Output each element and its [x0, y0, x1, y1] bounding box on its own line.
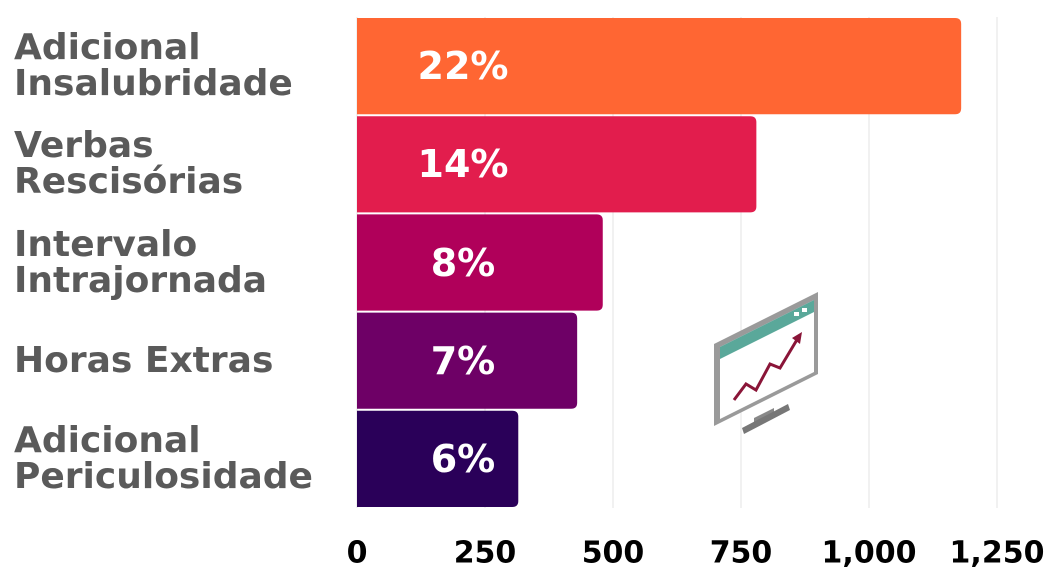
- category-label: Verbas Rescisórias: [14, 125, 244, 203]
- bar-annotation: 7%: [430, 338, 496, 383]
- category-label: Intervalo Intrajornada: [14, 223, 268, 301]
- x-tick-label: 500: [581, 535, 645, 569]
- bar: [357, 18, 962, 115]
- x-tick-label: 0: [346, 535, 368, 569]
- bar: [357, 410, 519, 507]
- category-label: Adicional Insalubridade: [14, 27, 293, 105]
- bar: [357, 312, 578, 409]
- bar-annotation: 14%: [417, 142, 509, 187]
- monitor-icon: [714, 292, 818, 434]
- bar-annotation: 8%: [430, 240, 496, 285]
- category-label: Adicional Periculosidade: [14, 419, 313, 497]
- x-tick-label: 750: [709, 535, 773, 569]
- bar-annotation: 22%: [417, 44, 509, 89]
- bar: [357, 116, 757, 213]
- x-tick-label: 1,250: [949, 535, 1045, 569]
- bar-annotation: 6%: [430, 436, 496, 481]
- bar: [357, 214, 603, 311]
- x-tick-label: 1,000: [821, 535, 917, 569]
- category-label: Horas Extras: [14, 339, 274, 381]
- x-tick-label: 250: [453, 535, 517, 569]
